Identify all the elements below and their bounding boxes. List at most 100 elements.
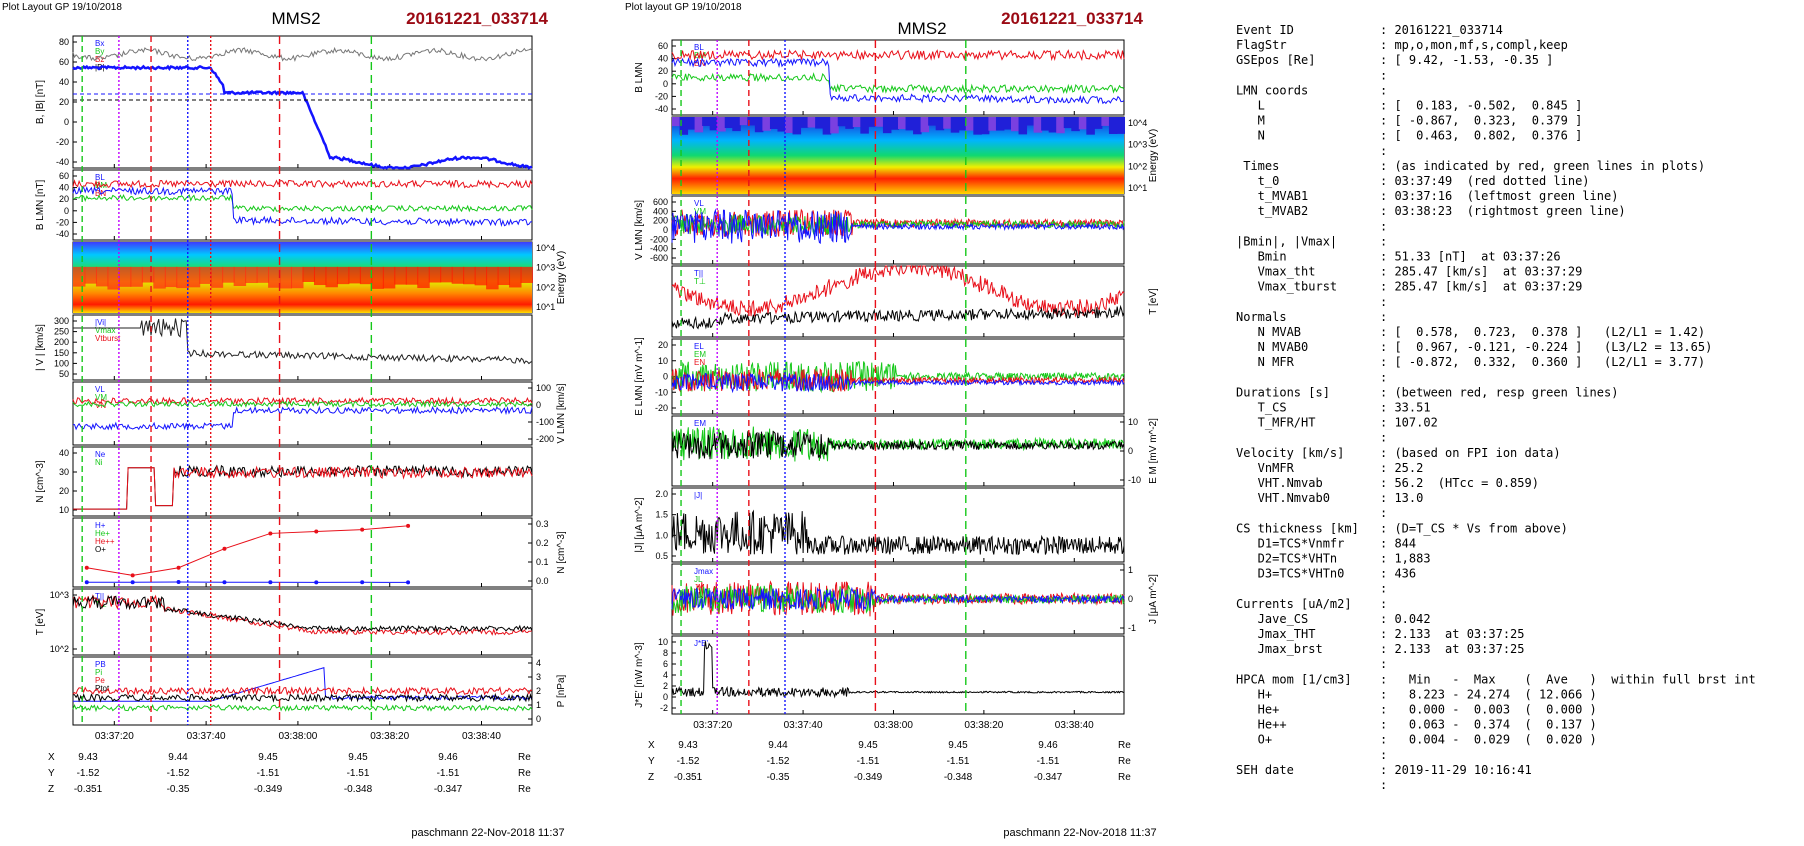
info-key: D3=TCS*VHTn0	[1236, 567, 1344, 581]
spectrogram-cell	[188, 267, 200, 287]
y-tick-label: -20	[655, 403, 668, 413]
y-tick-label: 0	[663, 692, 668, 702]
spectrogram-cell	[1041, 117, 1050, 131]
info-key: Bmin	[1236, 250, 1287, 264]
spectrogram-cell	[695, 117, 704, 132]
spectrogram-cell	[740, 117, 749, 125]
spectrogram-cell	[973, 117, 982, 135]
y-axis-label: | V | [km/s]	[35, 324, 46, 371]
y-tick-label: 100	[536, 383, 551, 393]
legend-entry: Ni	[95, 458, 103, 467]
info-key: He+	[1236, 703, 1279, 717]
pos-value: -0.348	[344, 784, 373, 795]
info-value: : [ 0.183, -0.502, 0.845 ]	[1380, 99, 1582, 113]
info-key: L	[1236, 99, 1265, 113]
spectrogram-cell	[1116, 117, 1125, 134]
pos-value: -0.349	[854, 772, 883, 783]
info-value: :	[1380, 370, 1387, 384]
spectrogram-cell	[725, 117, 734, 128]
spectrogram-cell	[245, 267, 257, 283]
legend-entry: T⊥	[694, 277, 706, 286]
info-key: t_MVAB2	[1236, 204, 1308, 218]
info-value: : 844	[1380, 536, 1416, 550]
spectrogram-cell	[808, 117, 817, 128]
spectrogram-cell	[898, 117, 907, 129]
y-tick-label: 10^4	[1128, 118, 1147, 128]
spectrogram-cell	[1026, 117, 1035, 125]
spectrogram-cell	[921, 117, 930, 132]
y-tick-label: 0	[663, 79, 668, 89]
info-key: Times	[1236, 159, 1279, 173]
y-tick-label: 100	[54, 358, 69, 368]
vi-trace	[73, 319, 532, 364]
spectrogram-cell	[1049, 117, 1058, 132]
pos-value: -1.52	[167, 768, 190, 779]
y-tick-label: -40	[56, 229, 69, 239]
pos-value: -0.349	[254, 784, 283, 795]
info-key: |Bmin|, |Vmax|	[1236, 234, 1337, 248]
spectrogram-cell	[153, 267, 165, 289]
time-tick-label: 03:38:40	[462, 731, 501, 742]
y-axis-label: Energy (eV)	[556, 251, 567, 304]
spectrogram-cell	[84, 267, 96, 284]
y-tick-label: 0	[64, 117, 69, 127]
info-key: CS thickness [km]	[1236, 521, 1359, 535]
spectrogram-cell	[303, 267, 315, 282]
pos-value: -1.51	[857, 756, 880, 767]
bz-trace	[73, 66, 532, 168]
pos-unit: Re	[518, 784, 531, 795]
spectrogram-cell	[383, 267, 395, 289]
y-tick-label: 0	[1128, 594, 1133, 604]
pos-value: -0.351	[74, 784, 103, 795]
y-tick-label: -1	[1128, 623, 1136, 633]
spectrogram-cell	[823, 117, 832, 135]
pos-row-label: Z	[48, 784, 54, 795]
info-value: : [ 0.463, 0.802, 0.376 ]	[1380, 129, 1582, 143]
info-key: D1=TCS*Vnmfr	[1236, 536, 1344, 550]
spectrogram-cell	[875, 117, 884, 127]
spectrogram-cell	[257, 267, 269, 283]
spectrogram-cell	[755, 117, 764, 132]
info-key: VHT.Nmvab0	[1236, 491, 1330, 505]
pos-value: -1.51	[947, 756, 970, 767]
info-value: : 8.223 - 24.274 ( 12.066 )	[1380, 687, 1597, 701]
y-tick-label: 80	[59, 37, 69, 47]
spectrogram-cell	[107, 267, 119, 290]
y-tick-label: 40	[59, 77, 69, 87]
y-tick-label: 0	[536, 400, 541, 410]
y-tick-label: 10^1	[536, 302, 555, 312]
y-tick-label: 10^1	[1128, 183, 1147, 193]
pos-value: 9.45	[948, 740, 968, 751]
pos-value: 9.44	[168, 752, 188, 763]
y-tick-label: 200	[54, 337, 69, 347]
info-value: : 33.51	[1380, 401, 1431, 415]
info-value: :	[1380, 778, 1387, 792]
pos-value: 9.46	[438, 752, 458, 763]
info-key: N MVAB0	[1236, 340, 1308, 354]
middle-footer: paschmann 22-Nov-2018 11:37	[1003, 827, 1156, 839]
vn-trace	[73, 407, 532, 429]
el-trace	[672, 362, 1124, 392]
info-key: HPCA mom [1/cm3]	[1236, 672, 1352, 686]
y-axis-label: B LMN [nT]	[35, 180, 46, 231]
spectrogram-cell	[325, 267, 337, 287]
spectrogram-cell	[280, 267, 292, 289]
middle-event-id: 20161221_033714	[1001, 9, 1143, 28]
info-key: He++	[1236, 718, 1287, 732]
info-value: : 107.02	[1380, 416, 1438, 430]
spectrogram-cell	[498, 267, 510, 285]
info-value: :	[1380, 597, 1387, 611]
pos-value: -1.52	[77, 768, 100, 779]
y-tick-label: 1	[1128, 565, 1133, 575]
pos-row-label: Y	[648, 756, 655, 767]
y-tick-label: 0.1	[536, 557, 549, 567]
panel-frame-e-lmn	[672, 339, 1124, 414]
spectrogram-cell	[211, 267, 223, 288]
info-key: H+	[1236, 687, 1272, 701]
y-tick-label: 0.2	[536, 538, 549, 548]
spectrogram-cell	[1086, 117, 1095, 135]
